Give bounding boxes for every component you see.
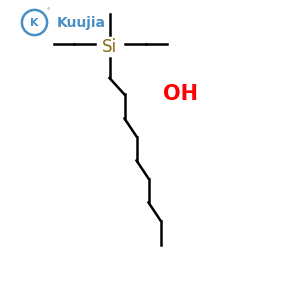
Text: Kuujia: Kuujia [56, 16, 106, 29]
Text: OH: OH [163, 85, 197, 104]
Text: K: K [30, 17, 39, 28]
Text: °: ° [47, 8, 50, 14]
Text: Si: Si [102, 38, 117, 56]
